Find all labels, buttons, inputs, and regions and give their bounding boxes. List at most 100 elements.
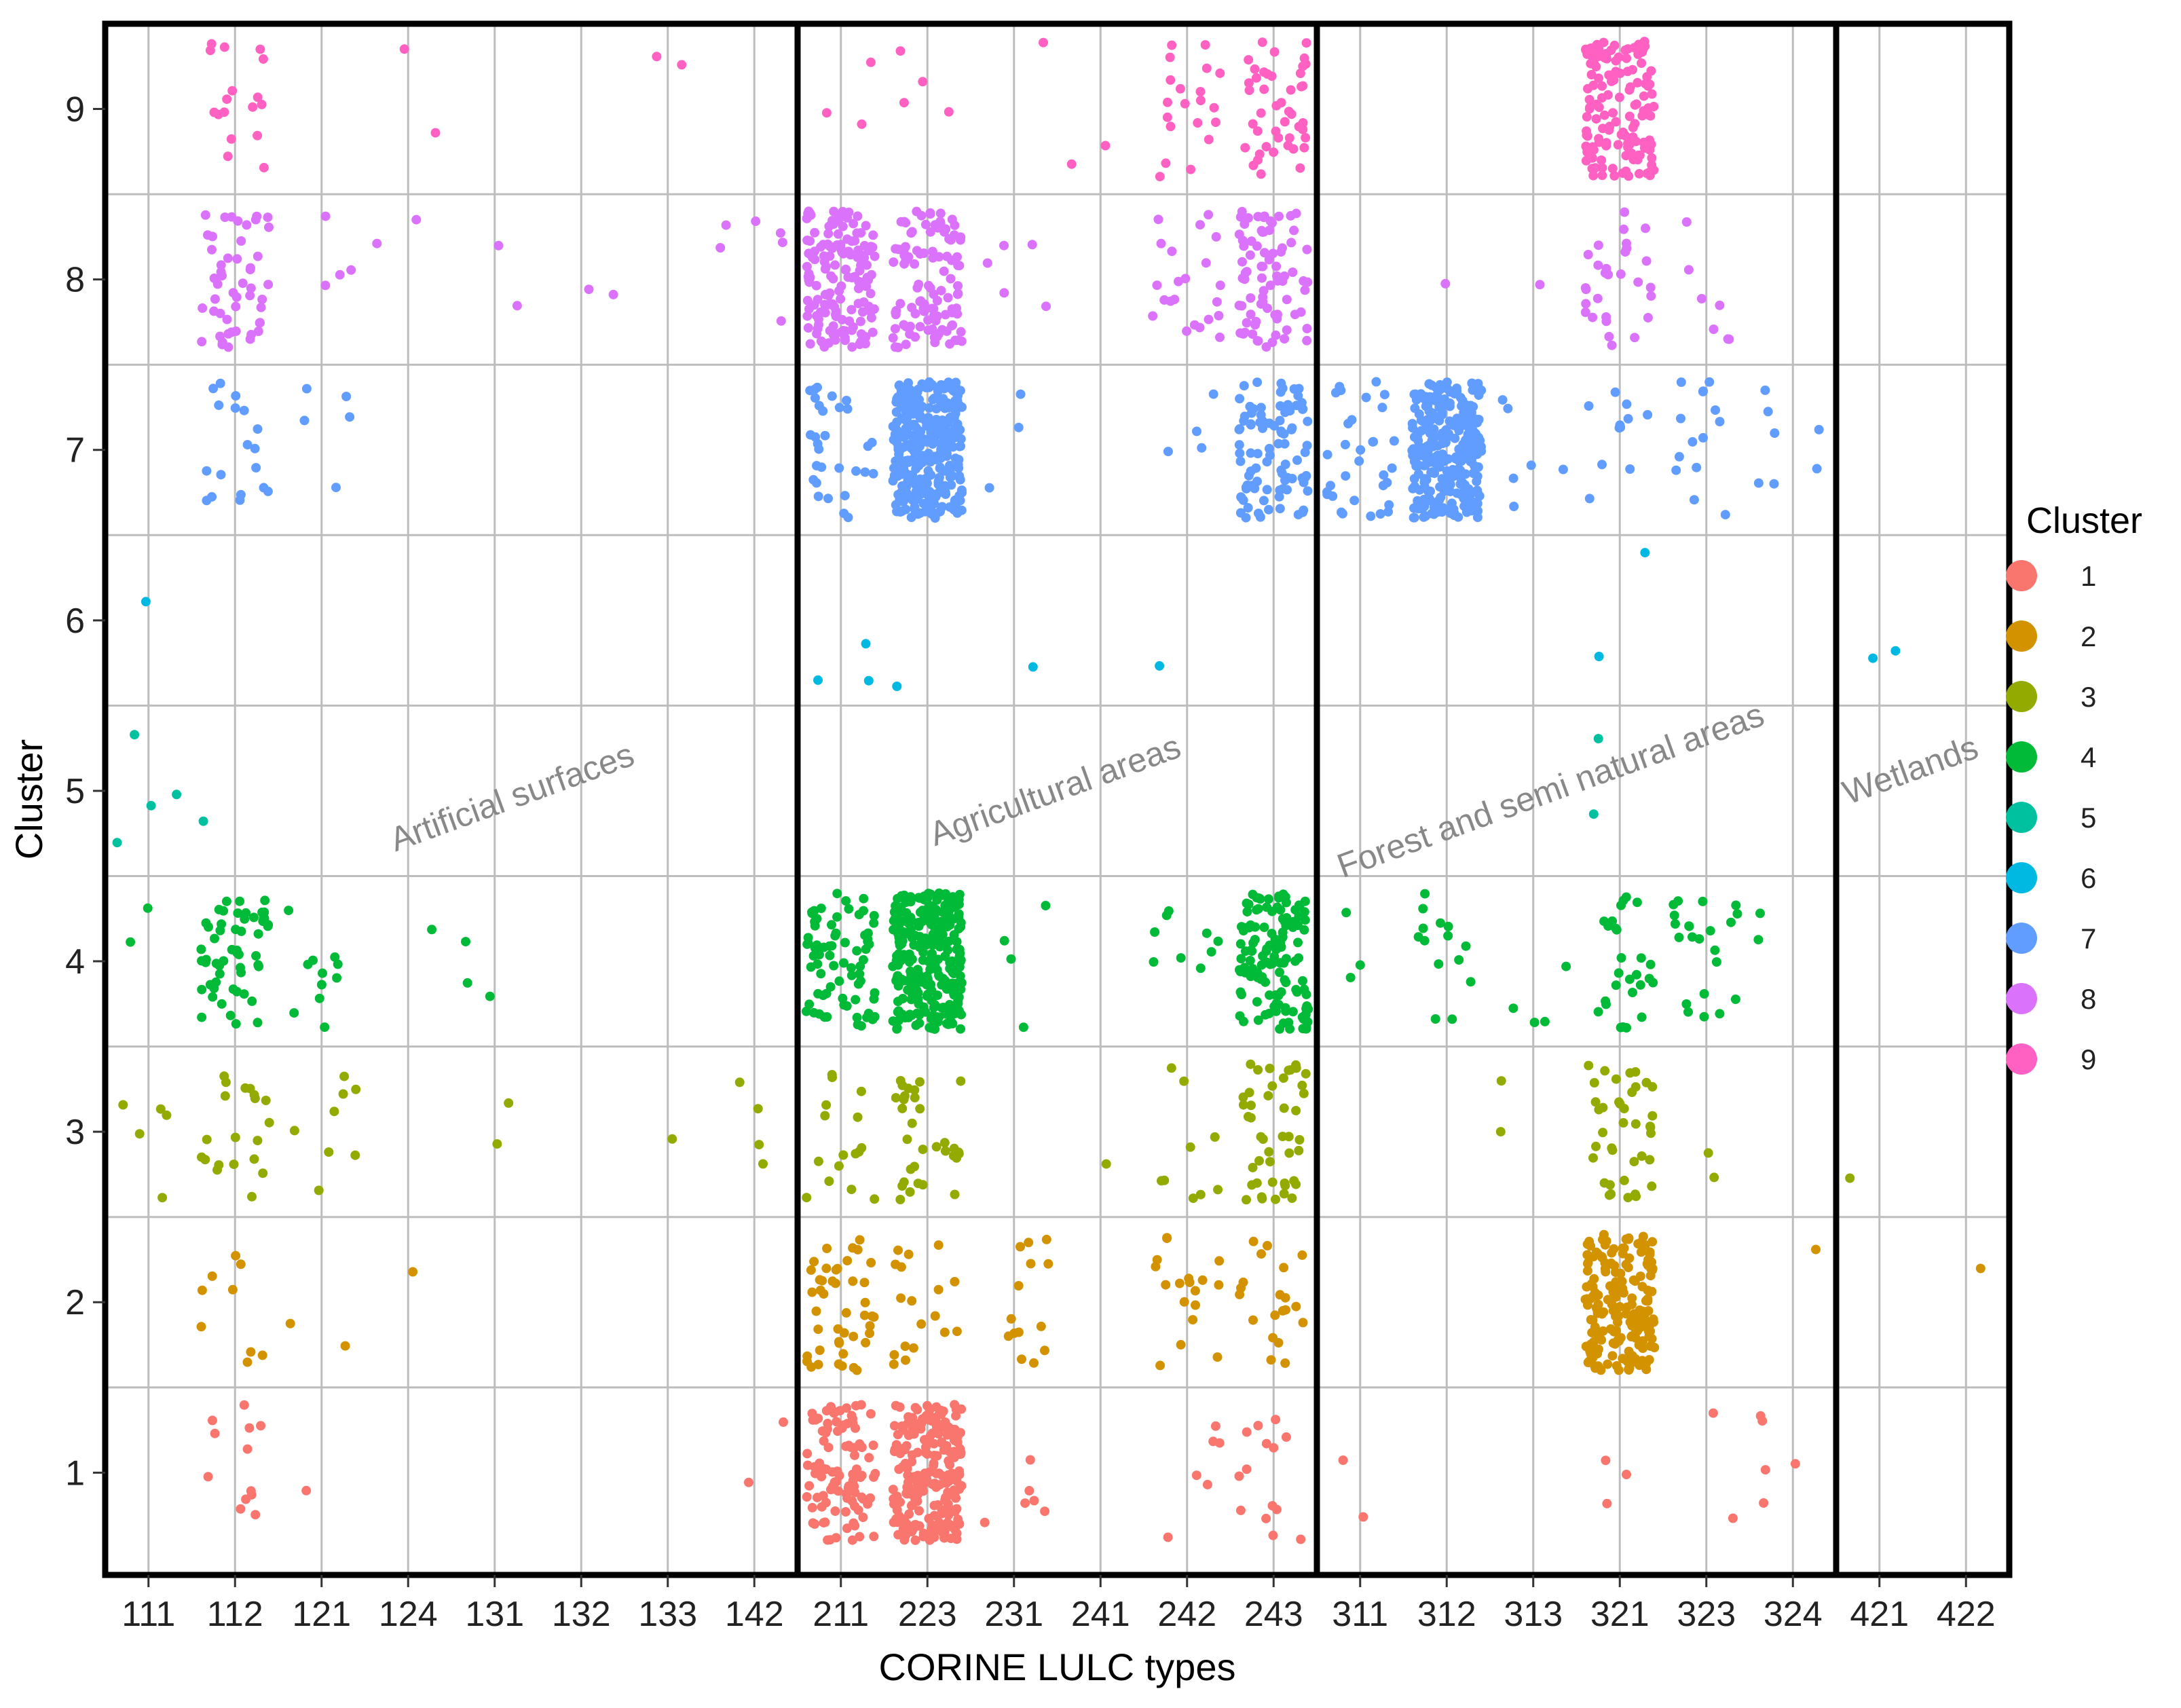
- data-point: [1264, 255, 1274, 265]
- data-point: [815, 1345, 825, 1355]
- data-point: [1214, 311, 1224, 320]
- data-point: [1298, 124, 1308, 134]
- data-point: [818, 406, 828, 416]
- data-point: [906, 892, 916, 902]
- data-point: [239, 989, 249, 999]
- data-point: [1407, 419, 1417, 429]
- data-point: [915, 975, 925, 985]
- data-point: [1630, 1067, 1641, 1077]
- data-point: [1647, 160, 1657, 170]
- data-point: [1261, 946, 1271, 957]
- data-point: [1254, 508, 1263, 519]
- data-point: [1235, 456, 1246, 466]
- data-point: [1243, 1111, 1253, 1121]
- data-point: [1013, 422, 1024, 432]
- data-point: [721, 220, 731, 230]
- data-point: [918, 955, 928, 965]
- data-point: [1163, 1532, 1173, 1542]
- data-point: [888, 333, 898, 343]
- data-point: [197, 956, 206, 966]
- data-point: [999, 935, 1009, 946]
- data-point: [910, 504, 920, 514]
- x-tick-label: 133: [638, 1595, 697, 1634]
- data-point: [850, 236, 860, 246]
- data-point: [1466, 506, 1476, 516]
- data-point: [235, 495, 245, 505]
- data-point: [1166, 122, 1176, 132]
- data-point: [250, 215, 261, 225]
- data-point: [1326, 481, 1335, 491]
- data-point: [956, 1024, 965, 1034]
- data-point: [1711, 405, 1720, 415]
- data-point: [1242, 898, 1252, 908]
- data-point: [865, 1329, 874, 1339]
- data-point: [834, 976, 844, 986]
- data-point: [1280, 975, 1290, 985]
- data-point: [833, 1324, 843, 1334]
- data-point: [1281, 897, 1291, 908]
- data-point: [904, 1524, 914, 1534]
- data-point: [891, 901, 901, 911]
- data-point: [1241, 482, 1251, 492]
- data-point: [1289, 917, 1299, 927]
- data-point: [812, 329, 822, 339]
- data-point: [827, 1070, 837, 1080]
- data-point: [946, 384, 956, 394]
- data-point: [1611, 980, 1621, 990]
- data-point: [1588, 1282, 1598, 1292]
- data-point: [1269, 47, 1280, 57]
- data-point: [1234, 1471, 1244, 1481]
- data-point: [1257, 1193, 1267, 1204]
- data-point: [1297, 1250, 1307, 1260]
- data-point: [1581, 299, 1591, 309]
- data-point: [1419, 512, 1429, 522]
- data-point: [1584, 494, 1595, 504]
- data-point: [915, 1077, 925, 1087]
- data-point: [259, 162, 269, 172]
- data-point: [1634, 168, 1644, 179]
- data-point: [1593, 734, 1603, 744]
- data-point: [863, 1499, 873, 1509]
- data-point: [1248, 1236, 1259, 1246]
- data-point: [1591, 1303, 1601, 1313]
- data-point: [928, 1010, 938, 1020]
- data-point: [946, 274, 956, 284]
- data-point: [816, 969, 826, 979]
- data-point: [341, 392, 352, 401]
- data-point: [197, 337, 207, 347]
- data-point: [865, 307, 876, 317]
- data-point: [891, 1093, 901, 1103]
- data-point: [1597, 81, 1607, 91]
- x-tick-label: 243: [1244, 1595, 1303, 1634]
- data-point: [836, 281, 846, 291]
- data-point: [1614, 1365, 1624, 1375]
- data-point: [260, 895, 270, 906]
- legend-label: 4: [2081, 741, 2096, 773]
- data-point: [320, 280, 331, 291]
- data-point: [1379, 390, 1390, 400]
- data-point: [1269, 421, 1280, 431]
- data-point: [1201, 258, 1211, 268]
- data-point: [1251, 73, 1261, 83]
- data-point: [1611, 1074, 1621, 1084]
- data-point: [1621, 166, 1631, 177]
- data-point: [952, 252, 962, 262]
- data-point: [953, 281, 963, 291]
- data-point: [301, 1485, 312, 1496]
- data-point: [1460, 435, 1470, 445]
- data-point: [236, 963, 245, 973]
- data-point: [1597, 163, 1607, 173]
- data-point: [1256, 299, 1266, 309]
- data-point: [1298, 81, 1308, 91]
- data-point: [842, 1523, 852, 1534]
- data-point: [208, 992, 218, 1002]
- data-point: [937, 1505, 947, 1515]
- data-point: [1447, 1014, 1457, 1024]
- data-point: [832, 1263, 842, 1274]
- data-point: [954, 463, 964, 473]
- data-point: [1279, 958, 1289, 968]
- data-point: [1191, 1300, 1200, 1310]
- data-point: [1159, 295, 1170, 305]
- data-point: [1236, 954, 1246, 964]
